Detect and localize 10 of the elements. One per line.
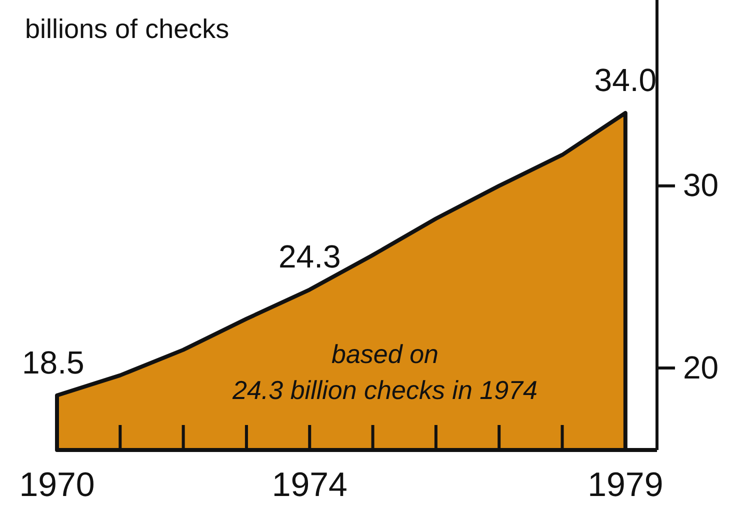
x-tick-label: 1979 [588,466,664,504]
x-tick-label: 1974 [272,466,348,504]
x-tick-label: 1970 [19,466,95,504]
data-label: 18.5 [22,344,84,380]
y-axis-title: billions of checks [25,14,230,44]
annotation: based on 24.3 billion checks in 1974 [232,339,538,405]
data-label: 24.3 [278,238,341,275]
data-label: 34.0 [594,62,657,98]
y-tick-label: 20 [683,349,719,386]
y-tick-label: 30 [683,167,719,204]
